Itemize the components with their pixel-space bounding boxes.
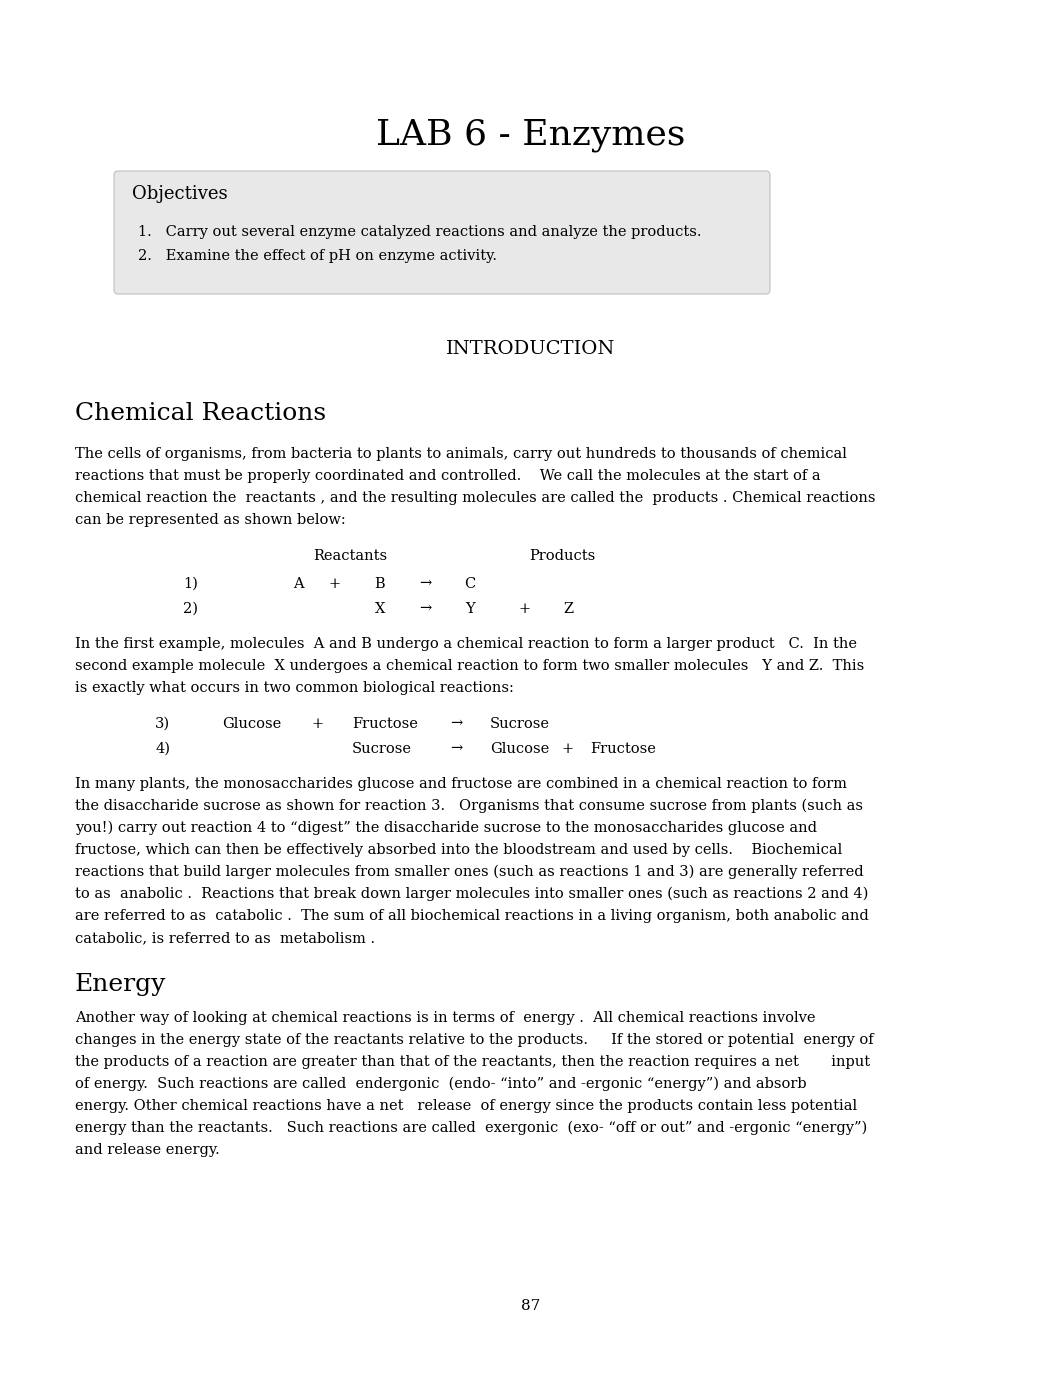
Text: energy than the reactants.   Such reactions are called  exergonic  (exo- “off or: energy than the reactants. Such reaction… — [75, 1121, 868, 1136]
Text: 4): 4) — [155, 742, 170, 756]
Text: Another way of looking at chemical reactions is in terms of  energy .  All chemi: Another way of looking at chemical react… — [75, 1011, 816, 1024]
Text: B: B — [375, 577, 386, 591]
Text: 2.   Examine the effect of pH on enzyme activity.: 2. Examine the effect of pH on enzyme ac… — [138, 249, 497, 263]
Text: Energy: Energy — [75, 974, 167, 996]
Text: you!) carry out reaction 4 to “digest” the disaccharide sucrose to the monosacch: you!) carry out reaction 4 to “digest” t… — [75, 821, 817, 836]
Text: Sucrose: Sucrose — [490, 717, 550, 731]
Text: Reactants: Reactants — [313, 549, 387, 563]
Text: fructose, which can then be effectively absorbed into the bloodstream and used b: fructose, which can then be effectively … — [75, 843, 842, 856]
Text: →: → — [418, 577, 431, 591]
Text: Glucose: Glucose — [490, 742, 549, 756]
Text: Z: Z — [563, 602, 573, 616]
Text: 1.   Carry out several enzyme catalyzed reactions and analyze the products.: 1. Carry out several enzyme catalyzed re… — [138, 224, 702, 240]
Text: Y: Y — [465, 602, 475, 616]
Text: Objectives: Objectives — [132, 185, 227, 202]
Text: Products: Products — [529, 549, 595, 563]
Text: reactions that build larger molecules from smaller ones (such as reactions 1 and: reactions that build larger molecules fr… — [75, 865, 863, 880]
Text: +: + — [312, 717, 324, 731]
Text: catabolic, is referred to as  metabolism .: catabolic, is referred to as metabolism … — [75, 931, 375, 945]
Text: LAB 6 - Enzymes: LAB 6 - Enzymes — [376, 118, 686, 151]
Text: energy. Other chemical reactions have a net   release  of energy since the produ: energy. Other chemical reactions have a … — [75, 1099, 857, 1113]
Text: can be represented as shown below:: can be represented as shown below: — [75, 514, 346, 527]
Text: Sucrose: Sucrose — [352, 742, 412, 756]
Text: of energy.  Such reactions are called  endergonic  (endo- “into” and -ergonic “e: of energy. Such reactions are called end… — [75, 1077, 807, 1092]
Text: 2): 2) — [183, 602, 198, 616]
Text: are referred to as  catabolic .  The sum of all biochemical reactions in a livin: are referred to as catabolic . The sum o… — [75, 909, 869, 923]
Text: In the first example, molecules  A and B undergo a chemical reaction to form a l: In the first example, molecules A and B … — [75, 638, 857, 651]
Text: +: + — [329, 577, 341, 591]
Text: The cells of organisms, from bacteria to plants to animals, carry out hundreds t: The cells of organisms, from bacteria to… — [75, 448, 846, 461]
Text: the disaccharide sucrose as shown for reaction 3.   Organisms that consume sucro: the disaccharide sucrose as shown for re… — [75, 799, 863, 814]
Text: 3): 3) — [155, 717, 170, 731]
Text: In many plants, the monosaccharides glucose and fructose are combined in a chemi: In many plants, the monosaccharides gluc… — [75, 777, 847, 790]
Text: Fructose: Fructose — [590, 742, 656, 756]
Text: changes in the energy state of the reactants relative to the products.     If th: changes in the energy state of the react… — [75, 1033, 874, 1047]
Text: +: + — [519, 602, 531, 616]
Text: →: → — [418, 602, 431, 616]
Text: to as  anabolic .  Reactions that break down larger molecules into smaller ones : to as anabolic . Reactions that break do… — [75, 887, 869, 902]
Text: Chemical Reactions: Chemical Reactions — [75, 402, 326, 425]
Text: +: + — [562, 742, 575, 756]
Text: →: → — [450, 742, 462, 756]
Text: and release energy.: and release energy. — [75, 1143, 220, 1157]
FancyBboxPatch shape — [114, 171, 770, 295]
Text: INTRODUCTION: INTRODUCTION — [446, 340, 616, 358]
Text: is exactly what occurs in two common biological reactions:: is exactly what occurs in two common bio… — [75, 682, 514, 695]
Text: second example molecule  X undergoes a chemical reaction to form two smaller mol: second example molecule X undergoes a ch… — [75, 660, 864, 673]
Text: the products of a reaction are greater than that of the reactants, then the reac: the products of a reaction are greater t… — [75, 1055, 870, 1069]
Text: A: A — [293, 577, 304, 591]
Text: Fructose: Fructose — [352, 717, 417, 731]
Text: 1): 1) — [183, 577, 198, 591]
Text: 87: 87 — [521, 1299, 541, 1314]
Text: chemical reaction the  reactants , and the resulting molecules are called the  p: chemical reaction the reactants , and th… — [75, 492, 875, 505]
Text: Glucose: Glucose — [222, 717, 281, 731]
Text: reactions that must be properly coordinated and controlled.    We call the molec: reactions that must be properly coordina… — [75, 470, 821, 483]
Text: C: C — [464, 577, 476, 591]
Text: X: X — [375, 602, 386, 616]
Text: →: → — [450, 717, 462, 731]
